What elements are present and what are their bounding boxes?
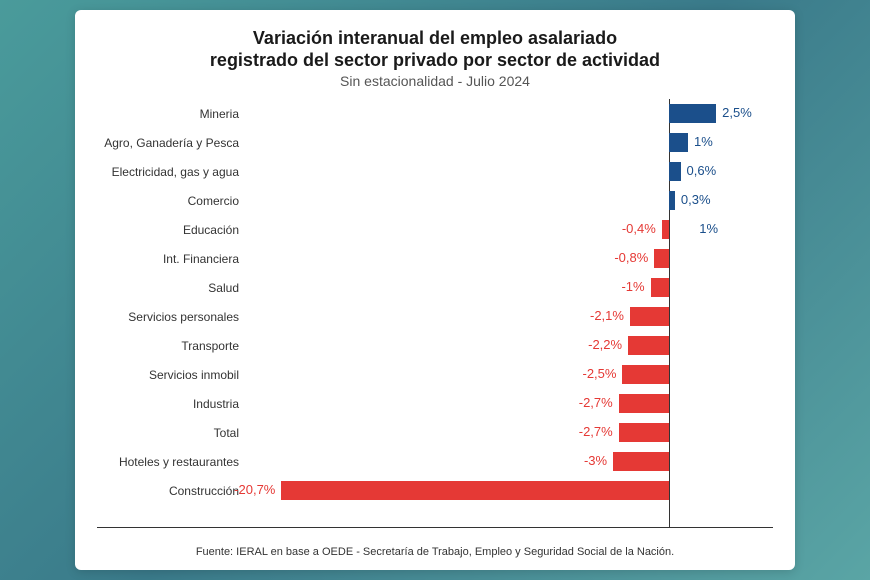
bar-value-label: -2,2% (588, 337, 622, 352)
bar-value-label: -0,8% (614, 250, 648, 265)
bar-positive (669, 162, 680, 181)
bar-label: Servicios inmobil (97, 368, 247, 382)
bar-value-label: -0,4% (622, 221, 656, 236)
bar-value-label: -1% (621, 279, 644, 294)
bar-value-label: -2,7% (579, 395, 613, 410)
bar-label: Salud (97, 281, 247, 295)
bar-label: Comercio (97, 194, 247, 208)
bar-area: 0,3% (257, 186, 763, 215)
bar-extra-label: 1% (699, 221, 718, 236)
bar-label: Hoteles y restaurantes (97, 455, 247, 469)
bar-negative (619, 394, 670, 413)
title-line-2: registrado del sector privado por sector… (210, 50, 660, 70)
bar-value-label: -2,5% (582, 366, 616, 381)
bar-area: -0,8% (257, 244, 763, 273)
chart-title: Variación interanual del empleo asalaria… (97, 28, 773, 71)
bar-row: Construcción-20,7% (97, 476, 773, 505)
bar-row: Mineria 2,5% (97, 99, 773, 128)
bar-label: Industria (97, 397, 247, 411)
bar-value-label: 0,3% (681, 192, 711, 207)
chart-subtitle: Sin estacionalidad - Julio 2024 (97, 73, 773, 89)
bar-area: -2,7% (257, 418, 763, 447)
bar-row: Educación -0,4% 1% (97, 215, 773, 244)
bar-row: Total -2,7% (97, 418, 773, 447)
bar-row: Servicios inmobil -2,5% (97, 360, 773, 389)
bar-negative (628, 336, 669, 355)
bar-positive (669, 104, 716, 123)
bar-label: Agro, Ganadería y Pesca (97, 136, 247, 150)
bar-row: Transporte -2,2% (97, 331, 773, 360)
bar-chart: Mineria 2,5% Agro, Ganadería y Pesca 1% Elec… (97, 99, 773, 528)
bar-value-label: -2,1% (590, 308, 624, 323)
bar-label: Electricidad, gas y agua (97, 165, 247, 179)
bar-positive (669, 133, 688, 152)
bar-negative (281, 481, 669, 500)
bar-area: -2,7% (257, 389, 763, 418)
bar-area: 1% (257, 128, 763, 157)
bar-row: Comercio 0,3% (97, 186, 773, 215)
bar-area: -2,5% (257, 360, 763, 389)
bar-negative (654, 249, 669, 268)
bar-label: Mineria (97, 107, 247, 121)
chart-footer: Fuente: IERAL en base a OEDE - Secretarí… (97, 532, 773, 558)
bar-positive (669, 191, 675, 210)
bar-area: -20,7% (257, 476, 763, 505)
bar-row: Int. Financiera -0,8% (97, 244, 773, 273)
bar-value-label: 1% (694, 134, 713, 149)
bar-row: Industria -2,7% (97, 389, 773, 418)
bar-value-label: -2,7% (579, 424, 613, 439)
bar-label: Servicios personales (97, 310, 247, 324)
bar-row: Electricidad, gas y agua 0,6% (97, 157, 773, 186)
bar-area: 2,5% (257, 99, 763, 128)
bar-row: Servicios personales -2,1% (97, 302, 773, 331)
bar-area: -2,1% (257, 302, 763, 331)
bar-row: Salud -1% (97, 273, 773, 302)
bar-negative (622, 365, 669, 384)
bar-label: Int. Financiera (97, 252, 247, 266)
bar-label: Transporte (97, 339, 247, 353)
bar-value-label: 2,5% (722, 105, 752, 120)
bar-negative (662, 220, 669, 239)
bar-value-label: -3% (584, 453, 607, 468)
bar-value-label: 0,6% (687, 163, 717, 178)
bar-area: 0,6% (257, 157, 763, 186)
bar-row: Hoteles y restaurantes -3% (97, 447, 773, 476)
title-line-1: Variación interanual del empleo asalaria… (253, 28, 617, 48)
bar-area: -0,4% 1% (257, 215, 763, 244)
bar-negative (630, 307, 669, 326)
chart-card: Variación interanual del empleo asalaria… (75, 10, 795, 570)
bar-negative (619, 423, 670, 442)
bar-label: Construcción (97, 484, 247, 498)
bar-area: -3% (257, 447, 763, 476)
bar-row: Agro, Ganadería y Pesca 1% (97, 128, 773, 157)
bar-value-label: -20,7% (234, 482, 275, 497)
bar-label: Total (97, 426, 247, 440)
bar-negative (651, 278, 670, 297)
bar-label: Educación (97, 223, 247, 237)
bar-negative (613, 452, 669, 471)
bar-area: -2,2% (257, 331, 763, 360)
bar-area: -1% (257, 273, 763, 302)
